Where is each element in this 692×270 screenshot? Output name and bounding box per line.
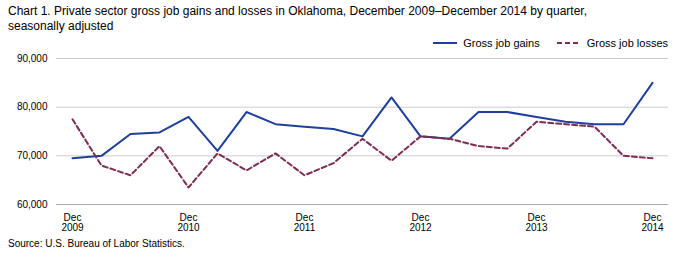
svg-text:Dec2011: Dec2011 [294, 212, 316, 233]
html-text:Gross job losses: Gross job losses [586, 37, 668, 49]
svg-text:Dec2009: Dec2009 [61, 212, 84, 233]
svg-text:90,000: 90,000 [17, 53, 48, 64]
html-text:Gross job gains: Gross job gains [463, 37, 540, 49]
html-text:Chart 1. Private sector gross: Chart 1. Private sector gross job gains … [8, 4, 587, 33]
html-text:Source: U.S. Bureau of Labor S: Source: U.S. Bureau of Labor Statistics. [8, 238, 185, 249]
svg-text:Dec2012: Dec2012 [409, 212, 432, 233]
svg-text:80,000: 80,000 [17, 101, 48, 112]
svg-text:Dec2010: Dec2010 [177, 212, 200, 233]
svg-text:Dec2013: Dec2013 [525, 212, 548, 233]
svg-text:60,000: 60,000 [17, 199, 48, 210]
svg-text:70,000: 70,000 [17, 150, 48, 161]
svg-text:Dec2014: Dec2014 [641, 212, 664, 233]
